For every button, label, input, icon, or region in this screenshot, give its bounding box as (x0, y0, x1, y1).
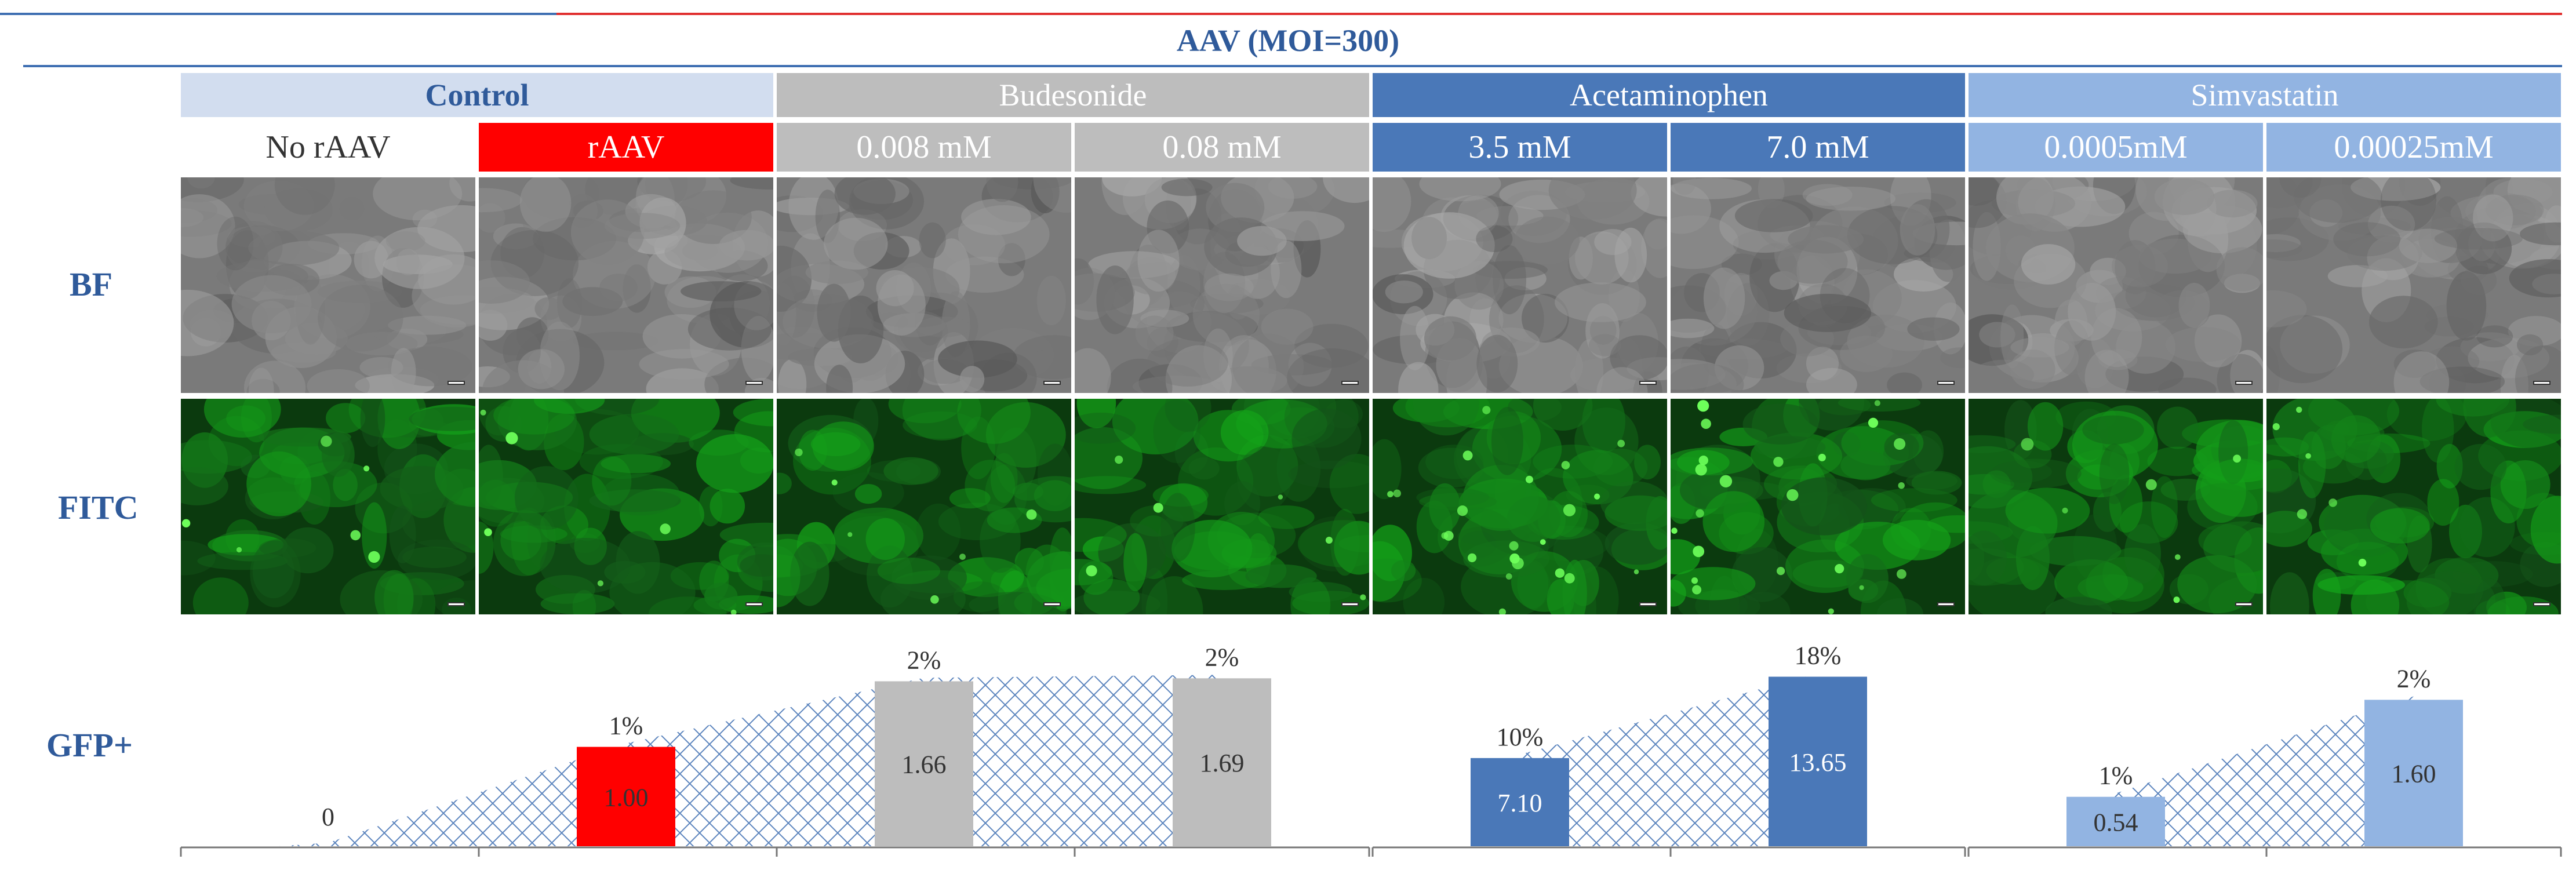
scale-bar (745, 602, 763, 606)
condition-header-1: No rAAV (181, 123, 475, 172)
scale-bar (1639, 381, 1657, 385)
brightfield-image-8 (2266, 177, 2561, 393)
bar-percent-label-7: 1% (2099, 762, 2133, 790)
brightfield-image-4 (1075, 177, 1369, 393)
row-label-fitc: FITC (58, 488, 139, 526)
fitc-image-6 (1671, 399, 1965, 614)
bar-value-label-4: 1.69 (1200, 749, 1245, 777)
condition-header-7: 0.0005mM (1969, 123, 2263, 172)
bar-percent-label-6: 18% (1795, 642, 1842, 670)
fitc-image-4 (1075, 399, 1369, 614)
group-header-control: Control (181, 73, 773, 117)
condition-header-2: rAAV (479, 123, 773, 172)
scale-bar (1639, 602, 1657, 606)
scale-bar (1937, 602, 1955, 606)
row-label-gfp: GFP+ (46, 726, 133, 764)
fitc-image-8 (2266, 399, 2561, 614)
scale-bar (745, 381, 763, 385)
scale-bar (2235, 381, 2253, 385)
trend-area-2 (1471, 673, 1867, 846)
scale-bar (1043, 381, 1061, 385)
condition-header-4: 0.08 mM (1075, 123, 1369, 172)
top-rule-red (556, 13, 2562, 15)
bar-percent-label-5: 10% (1497, 723, 1544, 751)
scale-bar (1341, 381, 1359, 385)
fitc-image-7 (1969, 399, 2263, 614)
bar-percent-label-2: 1% (609, 712, 643, 740)
condition-header-8: 0.00025mM (2266, 123, 2561, 172)
brightfield-image-3 (777, 177, 1071, 393)
bar-percent-label-3: 2% (907, 646, 941, 674)
trend-area-1 (279, 675, 1271, 846)
scale-bar (1043, 602, 1061, 606)
bar-value-label-8: 1.60 (2392, 760, 2436, 788)
fitc-image-1 (181, 399, 475, 614)
scale-bar (2235, 602, 2253, 606)
bar-value-label-5: 7.10 (1498, 789, 1542, 817)
scale-bar (447, 381, 465, 385)
brightfield-image-2 (479, 177, 773, 393)
scale-bar (2533, 602, 2550, 606)
brightfield-image-6 (1671, 177, 1965, 393)
gfp-bar-chart: 0 1.00 1% 1.66 2% 1.69 2% 7.10 10% 13.65 18% 0.54 1%… (180, 642, 2562, 857)
bar-2 (577, 747, 675, 846)
condition-header-5: 3.5 mM (1373, 123, 1667, 172)
bar-7 (2066, 796, 2165, 846)
bar-value-label-6: 13.65 (1789, 748, 1847, 777)
title-underline (23, 65, 2562, 67)
row-label-bf: BF (70, 265, 113, 303)
scale-bar (1937, 381, 1955, 385)
bar-value-label-1: 0 (322, 803, 334, 831)
scale-bar (1341, 602, 1359, 606)
top-rule-blue (0, 13, 556, 15)
bar-value-label-2: 1.00 (604, 783, 649, 811)
trend-area-3 (2066, 696, 2463, 846)
fitc-image-2 (479, 399, 773, 614)
scale-bar (447, 602, 465, 606)
bar-5 (1471, 758, 1569, 846)
bar-percent-label-4: 2% (1205, 643, 1239, 671)
bar-6 (1769, 676, 1867, 846)
bar-value-label-7: 0.54 (2094, 808, 2138, 836)
bar-value-label-3: 1.66 (902, 751, 947, 779)
brightfield-image-1 (181, 177, 475, 393)
bar-8 (2364, 700, 2463, 846)
group-header-acetaminophen: Acetaminophen (1373, 73, 1965, 117)
condition-header-3: 0.008 mM (777, 123, 1071, 172)
scale-bar (2533, 381, 2550, 385)
group-header-simvastatin: Simvastatin (1969, 73, 2561, 117)
bar-3 (875, 681, 973, 846)
bar-4 (1173, 678, 1271, 846)
figure-header-title: AAV (MOI=300) (1176, 23, 1400, 58)
brightfield-image-7 (1969, 177, 2263, 393)
fitc-image-5 (1373, 399, 1667, 614)
brightfield-image-5 (1373, 177, 1667, 393)
group-header-budesonide: Budesonide (777, 73, 1369, 117)
condition-header-6: 7.0 mM (1671, 123, 1965, 172)
bar-percent-label-8: 2% (2397, 664, 2431, 693)
fitc-image-3 (777, 399, 1071, 614)
